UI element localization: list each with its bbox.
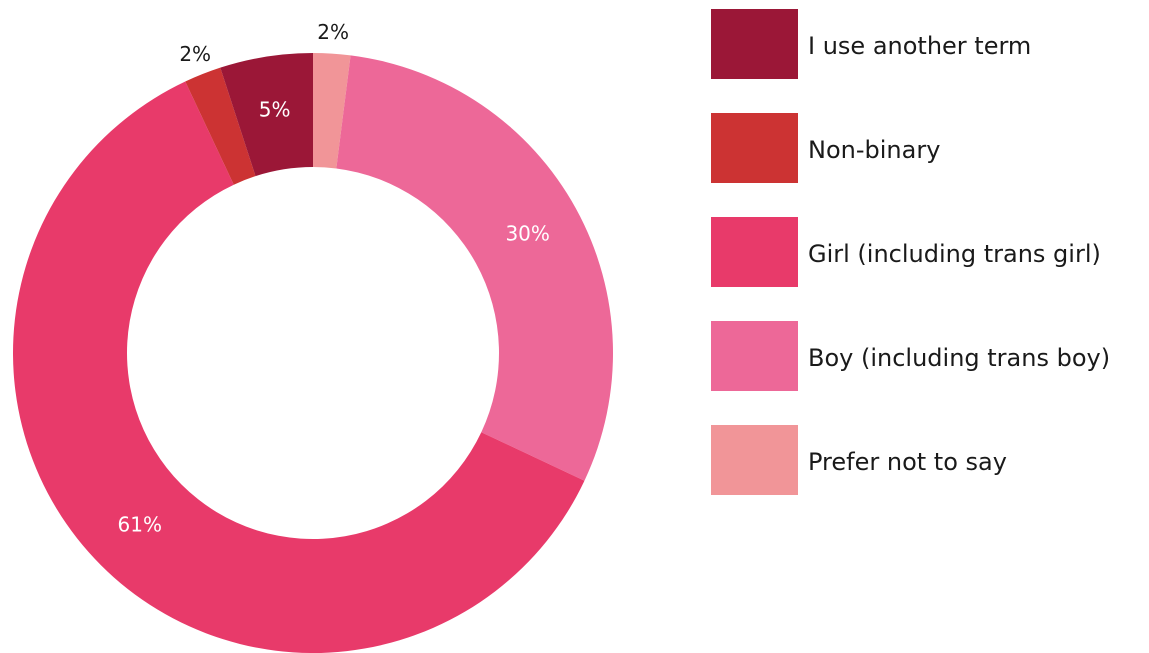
legend-label: Non-binary <box>808 136 940 164</box>
slice <box>336 55 613 481</box>
legend-label: Girl (including trans girl) <box>808 240 1101 268</box>
slice-label: 30% <box>505 221 549 245</box>
slice-label: 2% <box>179 42 211 66</box>
legend-label: I use another term <box>808 32 1031 60</box>
slice <box>185 67 256 185</box>
slice <box>220 53 313 177</box>
legend-swatch <box>711 425 798 495</box>
legend-label: Prefer not to say <box>808 448 1007 476</box>
legend-swatch <box>711 113 798 183</box>
slice <box>13 81 585 653</box>
legend-swatch <box>711 9 798 79</box>
slice-label: 61% <box>118 513 162 537</box>
legend-label: Boy (including trans boy) <box>808 344 1110 372</box>
legend-swatch <box>711 217 798 287</box>
legend-swatch <box>711 321 798 391</box>
slice-label: 2% <box>317 20 349 44</box>
slice-label: 5% <box>259 98 291 122</box>
slice <box>313 53 351 169</box>
